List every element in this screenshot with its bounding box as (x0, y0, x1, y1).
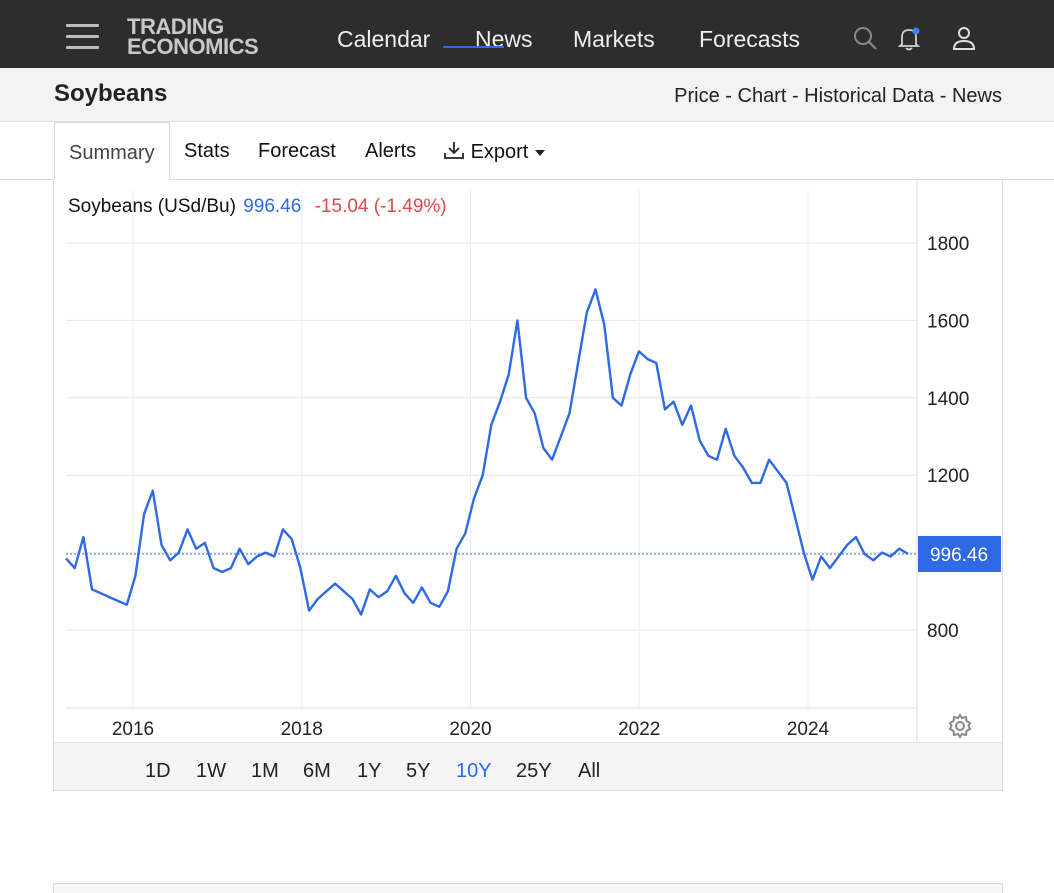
chart-panel (53, 180, 1003, 791)
notification-bell-icon[interactable] (895, 24, 923, 52)
x-tick-label: 2024 (787, 719, 830, 740)
x-tick-label: 2016 (112, 719, 154, 740)
tab-export[interactable]: Export (443, 140, 546, 164)
range-25y[interactable]: 25Y (516, 760, 552, 782)
y-tick-label: 1200 (927, 466, 969, 487)
y-tick-label: 1600 (927, 311, 969, 332)
logo-line1: TRADING (127, 14, 224, 39)
tab-alerts[interactable]: Alerts (365, 140, 417, 162)
tab-stats[interactable]: Stats (184, 140, 230, 162)
last-value-badge (918, 535, 1001, 572)
page-title: Soybeans (54, 80, 168, 107)
caret-down-icon (534, 150, 545, 156)
x-tick-label: 2020 (449, 719, 491, 740)
download-icon (444, 142, 464, 159)
range-10y[interactable]: 10Y (456, 760, 492, 782)
range-5y[interactable]: 5Y (406, 760, 431, 782)
range-1m[interactable]: 1M (251, 760, 279, 782)
price-series-line (65, 288, 909, 616)
range-all[interactable]: All (578, 760, 601, 782)
next-section-edge (53, 883, 1003, 893)
logo-line2: ECONOMICS (127, 34, 259, 59)
chart-settings-gear-icon[interactable] (947, 713, 973, 739)
menu-icon[interactable] (66, 24, 99, 49)
search-icon[interactable] (851, 24, 879, 52)
x-tick-label: 2018 (281, 719, 323, 740)
range-1d[interactable]: 1D (145, 760, 171, 782)
instrument-name: Soybeans (USd/Bu) (68, 196, 236, 217)
nav-markets[interactable]: Markets (573, 26, 655, 52)
tab-forecast[interactable]: Forecast (258, 140, 336, 162)
tab-bar: Summary Stats Forecast Alerts Export (0, 122, 1054, 180)
last-price: 996.46 (243, 196, 302, 217)
time-range-selector: 1D 1W 1M 6M 1Y 5Y 10Y 25Y All (54, 742, 1002, 790)
range-1y[interactable]: 1Y (357, 760, 382, 782)
last-value-badge-label: 996.46 (930, 545, 988, 566)
nav-calendar[interactable]: Calendar (337, 26, 431, 52)
trading-economics-logo[interactable]: TRADING ECONOMICS (127, 14, 259, 59)
quote-header: Soybeans (USd/Bu) 996.46 -15.04 (-1.49%) (68, 196, 447, 218)
user-account-icon[interactable] (950, 24, 978, 52)
tab-summary[interactable]: Summary (54, 122, 170, 180)
range-1w[interactable]: 1W (196, 760, 226, 782)
section-links[interactable]: Price - Chart - Historical Data - News (674, 85, 1002, 107)
y-tick-label: 1800 (927, 234, 969, 255)
price-change: -15.04 (-1.49%) (314, 196, 447, 217)
y-tick-label: 1400 (927, 389, 969, 410)
active-range-indicator (443, 46, 504, 48)
x-tick-label: 2022 (618, 719, 660, 740)
range-6m[interactable]: 6M (303, 760, 331, 782)
export-label: Export (470, 141, 529, 163)
page-subheader: Soybeans Price - Chart - Historical Data… (0, 68, 1054, 122)
y-tick-label: 800 (927, 621, 959, 642)
nav-forecasts[interactable]: Forecasts (699, 26, 800, 52)
